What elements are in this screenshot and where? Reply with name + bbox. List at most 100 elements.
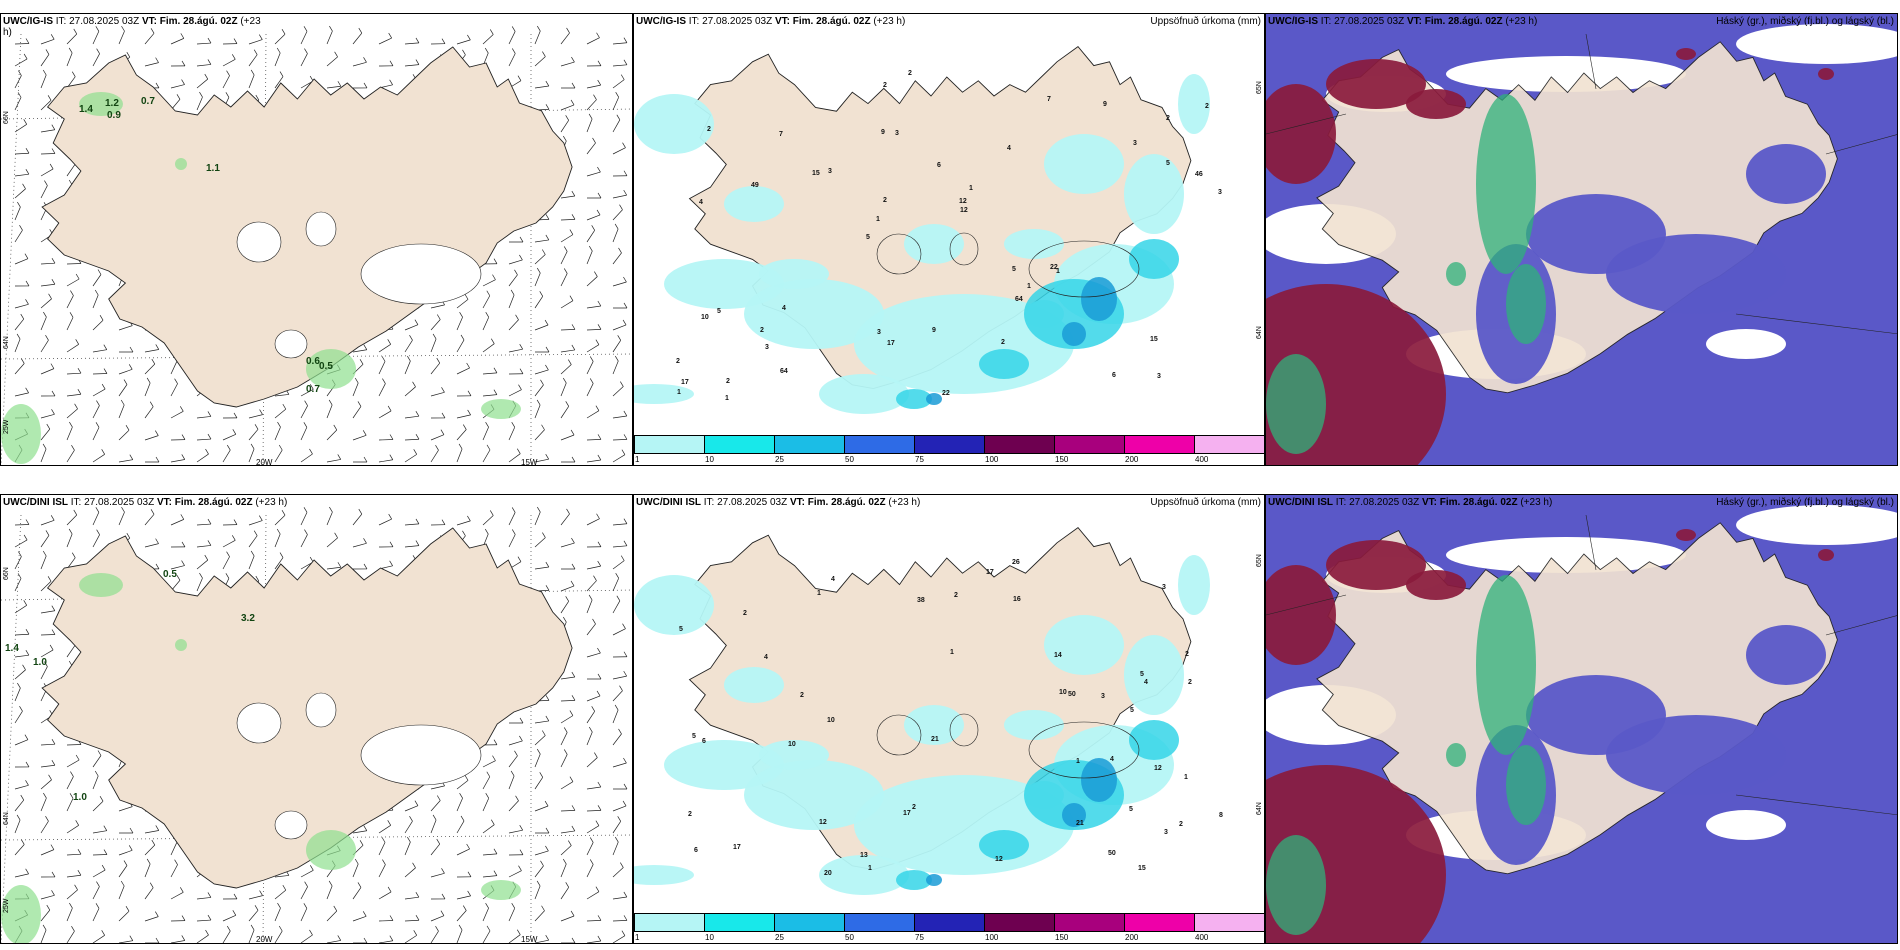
wind-barb xyxy=(170,84,185,89)
wind-barb xyxy=(560,601,569,614)
wind-barb xyxy=(620,862,624,868)
precip-value-label: 1 xyxy=(950,649,954,656)
wind-barb xyxy=(73,509,78,516)
precip-light-area xyxy=(1044,615,1124,675)
wind-barb xyxy=(404,896,419,900)
gust-area xyxy=(1,404,41,464)
precip-value-label: 4 xyxy=(699,199,703,206)
wind-barb xyxy=(25,780,29,786)
wind-barb xyxy=(560,434,575,441)
clear-sky-area xyxy=(1446,537,1686,573)
wind-barb xyxy=(456,317,463,331)
precip-value-label: 3 xyxy=(1133,140,1137,147)
wind-barb xyxy=(253,49,258,55)
wind-barb xyxy=(586,276,598,287)
panel-title: UWC/IG-IS IT: 27.08.2025 03Z VT: Fim. 28… xyxy=(3,16,261,38)
wind-barb xyxy=(123,860,128,866)
wind-barb xyxy=(274,533,281,548)
wind-barb xyxy=(459,311,463,318)
wind-barb xyxy=(466,362,470,369)
wind-barb xyxy=(66,533,73,548)
wind-barb xyxy=(515,314,519,320)
wind-barb xyxy=(14,363,25,375)
wind-barb xyxy=(326,56,338,67)
wind-barb xyxy=(196,64,211,67)
precip-value-label: 3 xyxy=(1157,373,1161,380)
wind-barb xyxy=(456,848,470,856)
wind-barb xyxy=(412,862,416,868)
colorbar-tick-label: 10 xyxy=(705,455,714,464)
wind-barb xyxy=(69,793,74,799)
colorbar-tick-label: 1 xyxy=(635,933,640,942)
wind-barb xyxy=(415,434,420,440)
wind-barb xyxy=(23,53,28,60)
wind-barb xyxy=(462,530,466,537)
wind-barb xyxy=(66,825,79,834)
wind-barb xyxy=(14,687,21,702)
panel-variable-title: Háský (gr.), miðský (fj.bl.) og lágský (… xyxy=(1716,16,1894,27)
colorbar-swatch xyxy=(1124,436,1195,453)
wind-barb xyxy=(231,54,236,60)
wind-barb xyxy=(562,135,567,142)
wind-barb xyxy=(144,62,159,67)
precip-value-label: 17 xyxy=(986,569,994,576)
precip-value-label: 1 xyxy=(868,865,872,872)
wind-barb xyxy=(560,699,576,702)
wind-barb xyxy=(485,793,490,799)
wind-barb xyxy=(43,792,47,799)
precip-colorbar: 1 10 25 50 75 100 150 200 400 xyxy=(634,913,1264,943)
wind-barb xyxy=(75,273,80,280)
precip-value-label: 2 xyxy=(883,82,887,89)
wind-barb xyxy=(155,563,160,570)
wind-barb xyxy=(404,386,416,397)
precip-value-label: 10 xyxy=(1059,689,1067,696)
wind-barb xyxy=(43,311,47,318)
precip-value-label: 46 xyxy=(1195,171,1203,178)
wind-barb xyxy=(337,935,342,941)
precip-value-label: 2 xyxy=(800,692,804,699)
wind-barb xyxy=(174,378,178,384)
wind-barb xyxy=(404,545,419,548)
wind-barb xyxy=(493,258,498,264)
wind-barb xyxy=(144,844,156,856)
wind-barb xyxy=(300,389,314,397)
precip-value-label: 20 xyxy=(824,870,832,877)
low-cloud-area xyxy=(1606,234,1786,314)
wind-barb xyxy=(596,690,601,697)
wind-barb xyxy=(586,757,598,768)
wind-barb xyxy=(519,717,524,724)
precip-value-label: 5 xyxy=(717,308,721,315)
wind-barb xyxy=(404,867,416,878)
wind-barb xyxy=(511,26,516,32)
wind-barb xyxy=(545,214,550,220)
wind-barb xyxy=(45,815,49,822)
wind-barb xyxy=(25,519,30,525)
wind-barb xyxy=(181,79,185,85)
wind-barb xyxy=(222,539,236,548)
precip-value-label: 2 xyxy=(1001,339,1005,346)
wind-barb xyxy=(569,776,574,782)
wind-barb xyxy=(571,671,576,678)
precip-value-label: 1 xyxy=(1056,268,1060,275)
wind-barb xyxy=(407,355,411,362)
precip-moderate-area xyxy=(1129,239,1179,279)
wind-barb xyxy=(534,85,549,89)
wind-barb xyxy=(586,410,600,419)
wind-barb xyxy=(565,882,570,888)
colorbar-tick-label: 400 xyxy=(1195,455,1209,464)
wind-barb xyxy=(46,904,51,911)
wind-barb xyxy=(619,204,623,210)
wind-barb xyxy=(571,344,576,351)
wind-barb xyxy=(517,556,522,562)
wind-barb xyxy=(569,295,574,301)
wind-barb xyxy=(508,512,516,526)
precip-light-area xyxy=(759,740,829,770)
wind-barb xyxy=(490,819,495,825)
wind-barb xyxy=(354,377,359,384)
wind-barb xyxy=(622,319,627,326)
wind-barb xyxy=(103,344,108,350)
glacier xyxy=(236,702,282,744)
wind-barb xyxy=(128,845,133,851)
wind-barb xyxy=(303,26,308,32)
wind-barb xyxy=(70,771,74,777)
